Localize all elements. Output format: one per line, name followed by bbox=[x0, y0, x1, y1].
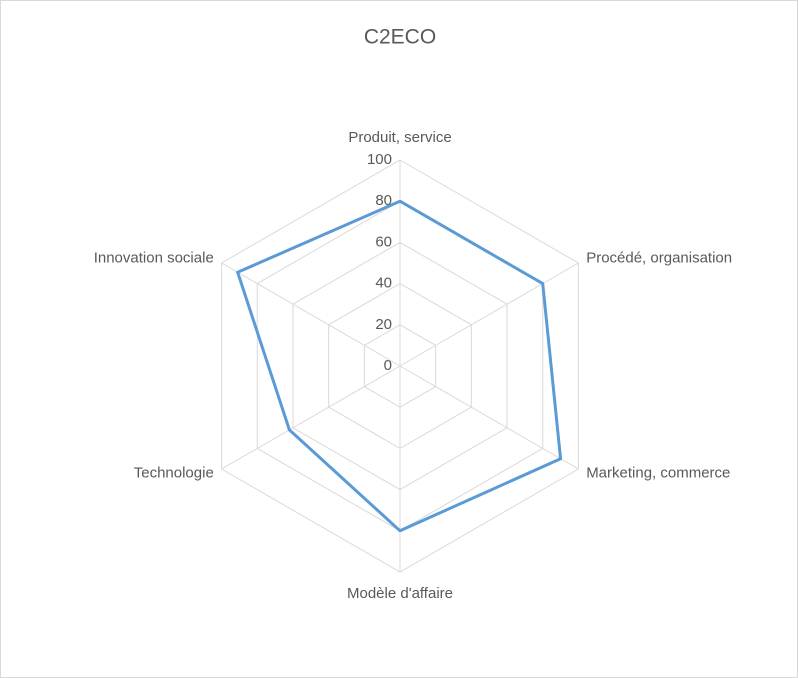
category-label: Procédé, organisation bbox=[586, 249, 732, 266]
y-tick-label: 0 bbox=[384, 357, 392, 374]
category-label: Technologie bbox=[134, 464, 214, 481]
spoke bbox=[221, 262, 401, 367]
category-label: Innovation sociale bbox=[94, 249, 214, 266]
spoke bbox=[399, 365, 579, 470]
y-tick-label: 20 bbox=[375, 316, 392, 333]
category-label: Marketing, commerce bbox=[586, 464, 730, 481]
y-tick-label: 60 bbox=[375, 233, 392, 250]
spoke bbox=[221, 365, 401, 470]
y-tick-label: 40 bbox=[375, 275, 392, 292]
series-line bbox=[236, 199, 563, 533]
spoke bbox=[399, 262, 579, 367]
y-tick-label: 100 bbox=[367, 151, 392, 168]
category-label: Produit, service bbox=[348, 129, 451, 146]
category-label: Modèle d'affaire bbox=[347, 585, 453, 602]
chart-title: C2ECO bbox=[364, 26, 436, 49]
